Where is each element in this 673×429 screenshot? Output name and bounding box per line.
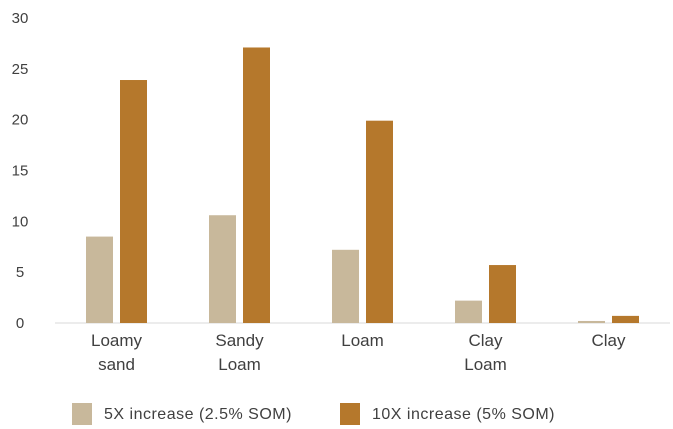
bar-5x-4 <box>578 320 605 323</box>
bar-10x-3 <box>489 265 516 323</box>
y-tick-label: 30 <box>12 10 29 27</box>
bars <box>86 47 639 324</box>
bar-5x-2 <box>332 249 359 323</box>
legend-swatch <box>72 403 92 425</box>
y-tick-label: 15 <box>12 163 29 180</box>
x-axis-labels: Loamy sand Sandy Loam Loam Clay Loam Clay <box>91 331 626 374</box>
x-category-label: Clay <box>591 331 626 350</box>
bar-10x-0 <box>120 80 147 324</box>
bar-5x-3 <box>455 300 482 323</box>
y-tick-label: 25 <box>12 61 29 78</box>
y-tick-label: 20 <box>12 112 29 129</box>
bar-5x-1 <box>209 215 236 323</box>
legend: 5X increase (2.5% SOM) 10X increase (5% S… <box>72 403 555 425</box>
legend-label: 5X increase (2.5% SOM) <box>104 406 292 423</box>
x-category-label: Clay Loam <box>464 331 507 374</box>
y-tick-label: 10 <box>12 213 29 230</box>
bar-10x-1 <box>243 47 270 323</box>
y-tick-label: 0 <box>16 315 24 332</box>
y-tick-label: 5 <box>16 264 24 281</box>
bar-10x-4 <box>612 315 639 323</box>
x-category-label: Loam <box>341 331 384 350</box>
x-category-label: Sandy Loam <box>215 331 264 374</box>
y-axis-ticks: 0 5 10 15 20 25 30 <box>12 10 29 332</box>
bar-10x-2 <box>366 120 393 323</box>
bar-5x-0 <box>86 236 113 323</box>
legend-label: 10X increase (5% SOM) <box>372 406 555 423</box>
legend-swatch <box>340 403 360 425</box>
x-category-label: Loamy sand <box>91 331 143 374</box>
